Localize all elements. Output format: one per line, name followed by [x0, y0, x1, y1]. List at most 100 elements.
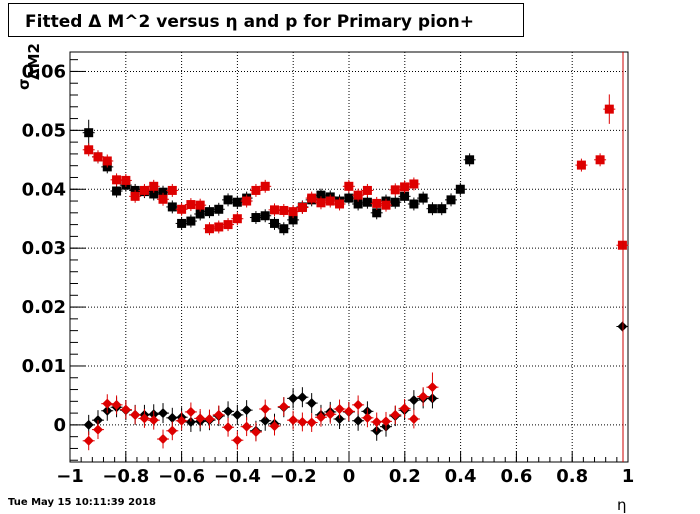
red-square-point: [158, 194, 168, 204]
red-square-point: [617, 240, 627, 250]
black-square-point: [427, 204, 437, 214]
black-square-point: [390, 197, 400, 207]
red-square-point: [307, 193, 317, 203]
chart-title-box: Fitted Δ M^2 versus η and p for Primary …: [8, 3, 524, 37]
black-square-point: [372, 208, 382, 218]
x-tick-label: −0.6: [158, 466, 205, 487]
red-square-point: [84, 145, 94, 155]
red-square-point: [251, 185, 261, 195]
black-square-point: [409, 199, 419, 209]
black-square-point: [288, 215, 298, 225]
red-square-point: [242, 196, 252, 206]
red-diamond-point: [250, 426, 261, 437]
red-square-point: [139, 185, 149, 195]
black-square-point: [455, 184, 465, 194]
black-square-point: [195, 209, 205, 219]
x-tick-label: −0.2: [270, 466, 317, 487]
black-square-point: [84, 128, 94, 138]
red-diamond-point: [167, 425, 178, 436]
black-square-point: [418, 193, 428, 203]
axis-ticks: [69, 59, 629, 462]
red-square-point: [149, 181, 159, 191]
x-tick-label: −0.4: [214, 466, 261, 487]
y-tick-label: 0: [53, 415, 66, 436]
red-diamond-point: [399, 403, 410, 414]
black-square-point: [344, 193, 354, 203]
red-square-point: [288, 207, 298, 217]
x-tick-label: 0: [343, 466, 356, 487]
black-square-point: [186, 216, 196, 226]
red-diamond-point: [223, 422, 234, 433]
red-square-point: [409, 179, 419, 189]
timestamp: Tue May 15 10:11:39 2018: [8, 497, 156, 508]
red-diamond-point: [269, 421, 280, 432]
black-square-point: [353, 199, 363, 209]
red-diamond-point: [195, 413, 206, 424]
black-square-point: [270, 218, 280, 228]
red-square-point: [186, 200, 196, 210]
y-axis-title-sub: ΔM2: [25, 43, 43, 80]
black-square-point: [177, 218, 187, 228]
chart-title: Fitted Δ M^2 versus η and p for Primary …: [25, 12, 474, 32]
red-square-point: [112, 175, 122, 185]
x-axis-title: η: [617, 496, 627, 514]
black-square-point: [149, 189, 159, 199]
y-tick-label: 0.06: [22, 61, 66, 82]
black-diamond-point: [185, 416, 196, 427]
red-square-point: [381, 200, 391, 210]
x-tick-label: −0.8: [102, 466, 149, 487]
y-tick-label: 0.05: [22, 120, 66, 141]
red-diamond-point: [315, 412, 326, 423]
red-square-point: [177, 204, 187, 214]
black-diamond-point: [408, 395, 419, 406]
red-diamond-point: [362, 412, 373, 423]
red-diamond-point: [278, 401, 289, 412]
red-square-point: [167, 185, 177, 195]
y-axis-title: σ ΔM2: [15, 43, 43, 90]
red-diamond-point: [325, 409, 336, 420]
red-diamond-point: [158, 434, 169, 445]
data-markers: [82, 94, 629, 451]
black-square-point: [362, 197, 372, 207]
red-square-point: [279, 205, 289, 215]
black-diamond-point: [288, 393, 299, 404]
y-tick-label: 0.01: [22, 356, 66, 377]
grid-lines: [70, 52, 628, 462]
y-tick-label: 0.03: [22, 238, 66, 259]
red-diamond-point: [288, 415, 299, 426]
black-diamond-point: [241, 405, 252, 416]
red-square-point: [316, 198, 326, 208]
red-diamond-point: [139, 413, 150, 424]
black-diamond-point: [306, 398, 317, 409]
black-square-point: [437, 204, 447, 214]
black-square-point: [316, 190, 326, 200]
red-square-point: [204, 224, 214, 234]
black-diamond-point: [223, 406, 234, 417]
red-diamond-point: [92, 424, 103, 435]
black-diamond-point: [158, 408, 169, 419]
y-tick-label: 0.02: [22, 297, 66, 318]
black-square-point: [232, 197, 242, 207]
x-tick-label: −1: [56, 466, 84, 487]
x-tick-label: 0.6: [500, 466, 532, 487]
red-square-point: [362, 185, 372, 195]
black-diamond-point: [297, 392, 308, 403]
red-square-point: [195, 200, 205, 210]
red-diamond-point: [185, 406, 196, 417]
red-square-point: [390, 185, 400, 195]
y-tick-label: 0.04: [22, 179, 66, 200]
black-square-point: [251, 213, 261, 223]
black-square-point: [214, 204, 224, 214]
red-square-point: [297, 203, 307, 213]
black-square-point: [446, 195, 456, 205]
red-diamond-point: [176, 415, 187, 426]
x-tick-label: 0.2: [389, 466, 421, 487]
red-diamond-point: [148, 415, 159, 426]
red-diamond-point: [371, 416, 382, 427]
red-square-point: [576, 160, 586, 170]
red-diamond-point: [408, 413, 419, 424]
black-square-point: [400, 191, 410, 201]
x-tick-label: 0.4: [445, 466, 477, 487]
black-square-point: [223, 195, 233, 205]
